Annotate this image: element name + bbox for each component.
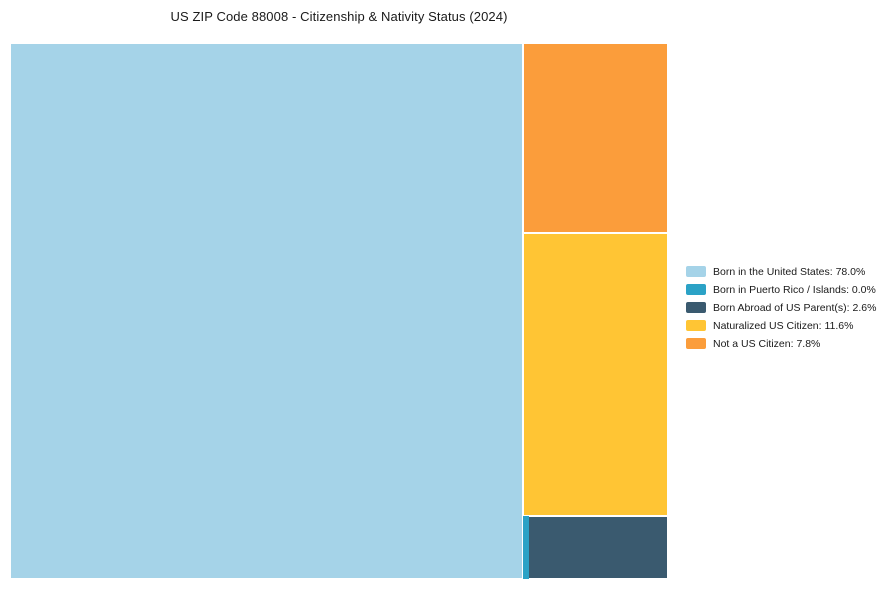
legend-swatch-not-citizen: [686, 338, 706, 349]
legend-swatch-naturalized: [686, 320, 706, 331]
legend-swatch-born-us: [686, 266, 706, 277]
legend-item: Born Abroad of US Parent(s): 2.6%: [686, 301, 877, 314]
treemap: [10, 43, 668, 579]
legend-item: Born in Puerto Rico / Islands: 0.0%: [686, 283, 876, 296]
legend-swatch-born-abroad: [686, 302, 706, 313]
legend-item: Not a US Citizen: 7.8%: [686, 337, 876, 350]
chart-title: US ZIP Code 88008 - Citizenship & Nativi…: [170, 9, 508, 24]
legend: Born in the United States: 78.0% Born in…: [686, 265, 877, 350]
legend-label-born-us: Born in the United States: 78.0%: [713, 265, 866, 278]
treemap-block-not-citizen: [523, 43, 668, 234]
legend-label-puerto-rico: Born in Puerto Rico / Islands: 0.0%: [713, 283, 876, 296]
treemap-block-puerto-rico: [523, 515, 530, 579]
treemap-block-born-abroad: [523, 515, 668, 579]
legend-label-not-citizen: Not a US Citizen: 7.8%: [713, 337, 821, 350]
legend-item: Naturalized US Citizen: 11.6%: [686, 319, 876, 332]
legend-swatch-puerto-rico: [686, 284, 706, 295]
treemap-block-born-us: [10, 43, 524, 579]
treemap-block-naturalized: [523, 233, 668, 516]
legend-label-naturalized: Naturalized US Citizen: 11.6%: [713, 319, 854, 332]
legend-label-born-abroad: Born Abroad of US Parent(s): 2.6%: [713, 301, 877, 314]
legend-item: Born in the United States: 78.0%: [686, 265, 876, 278]
